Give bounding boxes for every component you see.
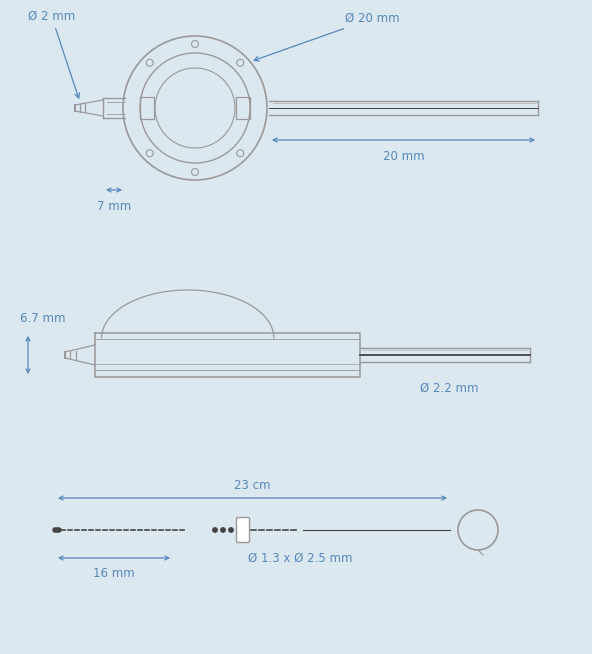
Text: 16 mm: 16 mm (93, 567, 135, 580)
FancyBboxPatch shape (236, 517, 249, 543)
Text: 7 mm: 7 mm (97, 200, 131, 213)
Circle shape (221, 528, 225, 532)
Text: 20 mm: 20 mm (382, 150, 424, 163)
Text: Ø 20 mm: Ø 20 mm (254, 12, 400, 61)
Text: Ø 2.2 mm: Ø 2.2 mm (420, 382, 478, 395)
Text: Ø 2 mm: Ø 2 mm (28, 10, 79, 98)
Text: 23 cm: 23 cm (234, 479, 271, 492)
Text: 6.7 mm: 6.7 mm (20, 312, 66, 325)
Text: Ø 1.3 x Ø 2.5 mm: Ø 1.3 x Ø 2.5 mm (248, 552, 352, 565)
Circle shape (213, 528, 217, 532)
Circle shape (229, 528, 233, 532)
